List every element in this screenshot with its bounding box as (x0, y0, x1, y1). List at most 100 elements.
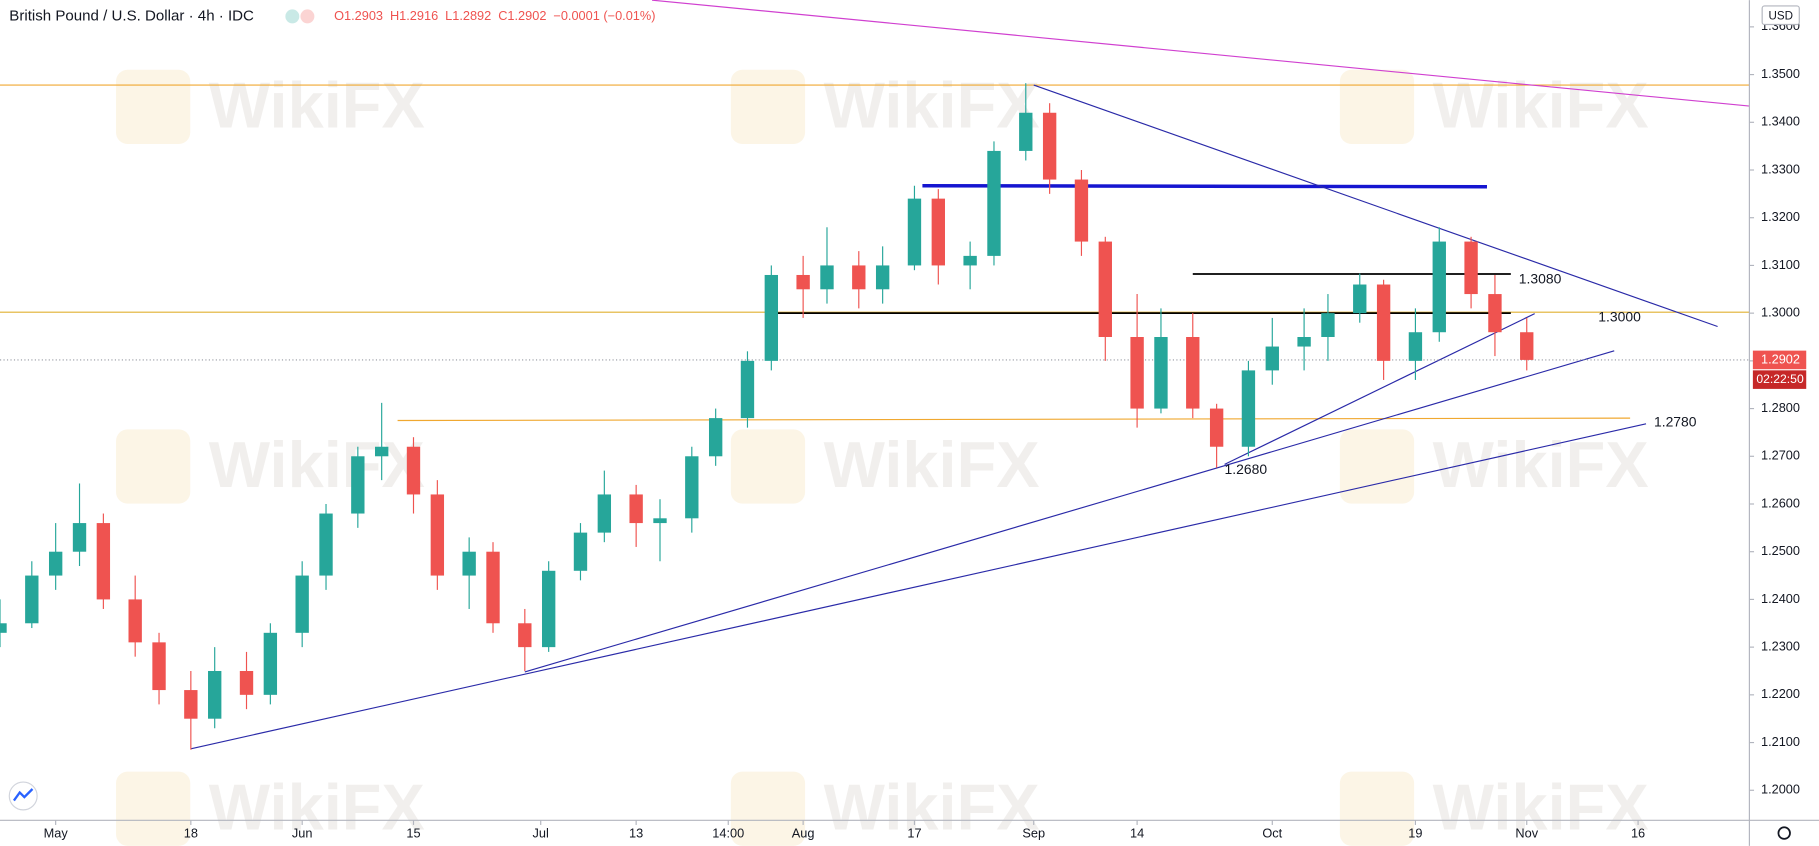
x-tick-label: 14 (1130, 826, 1144, 841)
candle-body (1321, 313, 1335, 338)
candle-body (541, 570, 556, 648)
candle-body (430, 494, 445, 576)
x-tick-label: Nov (1515, 826, 1538, 841)
candle-body (1154, 337, 1168, 409)
ohlc-value: −0.0001 (−0.01%) (553, 8, 655, 23)
x-tick-label: Sep (1022, 826, 1045, 841)
ohlc-value: H1.2916 (390, 8, 438, 23)
trend-line (397, 417, 1631, 422)
candle-body (1074, 179, 1089, 242)
candle-body (25, 575, 39, 624)
watermark: WikiFX (1433, 770, 1649, 843)
candle-body (518, 623, 532, 648)
currency-box[interactable] (1761, 5, 1800, 26)
watermarks: WikiFX WikiFX WikiFX WikiFX WikiFX WikiFX Wiki… (116, 69, 1649, 846)
y-tick-label: 1.2400 (1761, 591, 1800, 606)
candle-body (573, 532, 588, 571)
x-tick-label: 19 (1408, 826, 1422, 841)
candle-body (1297, 337, 1311, 347)
y-tick-label: 1.3400 (1761, 114, 1800, 129)
candle-body (239, 670, 254, 695)
candle-body (48, 551, 63, 576)
candle-body (1464, 241, 1478, 295)
candle-body (963, 255, 977, 266)
candle-body (375, 446, 389, 457)
y-tick-label: 1.2800 (1761, 400, 1800, 415)
trend-line (1224, 313, 1535, 465)
candle-body (96, 523, 111, 600)
indicator-icon[interactable] (300, 9, 315, 24)
candle-body (820, 265, 834, 290)
ohlc-header: O1.2903 H1.2916 L1.2892 C1.2902 −0.0001 (−0.… (334, 8, 655, 23)
candle-body (852, 265, 866, 290)
y-tick-label: 1.3300 (1761, 161, 1800, 176)
candle-body (875, 265, 890, 290)
candle-body (184, 690, 198, 719)
y-tick-label: 1.2200 (1761, 686, 1800, 701)
trend-line (922, 184, 1487, 189)
y-tick-label: 1.2100 (1761, 734, 1800, 749)
watermark-logo (116, 69, 191, 145)
trend-line (651, 0, 1750, 107)
candle-body (1186, 337, 1200, 409)
candle-body (653, 518, 667, 524)
annotation: 1.2680 (1225, 461, 1268, 477)
watermark-logo (730, 771, 806, 846)
logo-mark (12, 788, 34, 802)
candle-body (1488, 294, 1502, 333)
candle-body (319, 513, 333, 576)
watermark-logo (1339, 429, 1415, 504)
watermark: WikiFX (824, 428, 1040, 501)
candle-body (1241, 370, 1256, 447)
candle-body (1520, 332, 1534, 360)
candle-body (1098, 241, 1112, 338)
candle-body (1209, 408, 1224, 447)
x-tick-label: 18 (184, 826, 198, 841)
x-tick-label: Jul (533, 826, 549, 841)
candle-body (208, 670, 222, 719)
watermark-logo (730, 429, 806, 504)
y-tick-label: 1.3500 (1761, 66, 1800, 81)
candle-body (462, 551, 476, 576)
y-tick-label: 1.2300 (1761, 639, 1800, 654)
trend-line (1033, 84, 1718, 328)
candle-body (1376, 284, 1391, 361)
indicator-icon[interactable] (285, 9, 300, 24)
y-tick-label: 1.2600 (1761, 495, 1800, 510)
ohlc-value: L1.2892 (445, 8, 491, 23)
ohlc-value: C1.2902 (498, 8, 546, 23)
candle-body (1353, 284, 1367, 314)
candle-body (685, 456, 699, 519)
y-tick-label: 1.2500 (1761, 543, 1800, 558)
candle-body (1019, 112, 1033, 151)
candle-body (72, 523, 87, 552)
x-tick-label: Aug (792, 826, 815, 841)
candle-body (764, 274, 779, 361)
candle-body (0, 623, 7, 633)
y-tick-label: 1.3100 (1761, 257, 1800, 272)
candle-body (907, 198, 922, 266)
y-tick-label: 1.2700 (1761, 448, 1800, 463)
settings-icon[interactable] (1777, 826, 1791, 840)
annotation: 1.3000 (1598, 308, 1641, 324)
watermark-logo (730, 69, 806, 145)
candle-body (740, 360, 755, 419)
last-price-box (1752, 350, 1807, 370)
currency: USD (1768, 9, 1792, 22)
countdown: 02:22:50 (1756, 372, 1804, 386)
watermark-logo (1339, 69, 1415, 145)
y-tick-label: 1.3200 (1761, 209, 1800, 224)
x-tick-label: May (44, 826, 69, 841)
trend-line (524, 350, 1615, 673)
y-tick-label: 1.3000 (1761, 305, 1800, 320)
ohlc-value: O1.2903 (334, 8, 383, 23)
watermark: WikiFX (209, 770, 425, 843)
watermark-logo (1339, 771, 1415, 846)
candle-body (263, 632, 278, 695)
watermark-logo (116, 771, 191, 846)
y-tick-label: 1.2000 (1761, 782, 1800, 797)
countdown-box (1752, 370, 1807, 389)
x-tick-label: 16 (1631, 826, 1645, 841)
x-tick-label: 13 (629, 826, 643, 841)
